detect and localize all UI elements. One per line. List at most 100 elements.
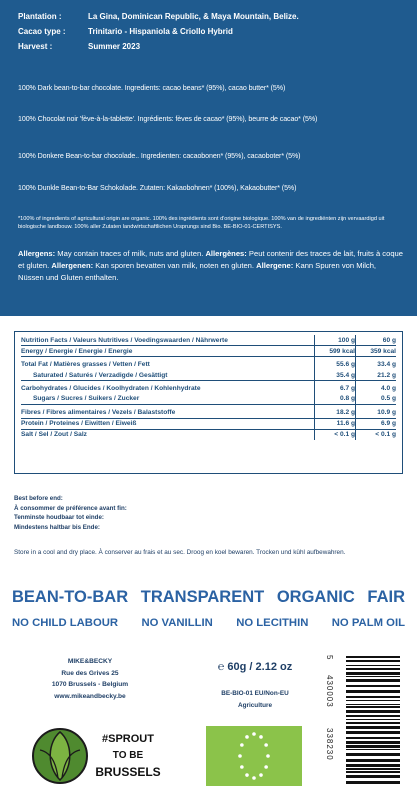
nutrient: Total Fat / Matières grasses / Vetten / …	[21, 356, 315, 370]
nutrient: Salt / Sel / Zout / Salz	[21, 428, 315, 440]
amount: < 0.1 g	[314, 428, 356, 440]
net-weight: ℮ 60g / 2.12 oz	[217, 661, 293, 673]
origin-value: Summer 2023	[88, 42, 141, 51]
bar	[346, 704, 400, 705]
organic-info: BE-BIO-01 EU/Non-EU Agriculture	[200, 688, 310, 712]
claim: TRANSPARENT	[140, 588, 265, 606]
claim: NO VANILLIN	[141, 617, 213, 629]
bar	[346, 741, 400, 744]
nutrition-table: Nutrition Facts / Valeurs Nutritives / V…	[14, 331, 403, 474]
amount: 21.2 g	[355, 369, 396, 381]
bar	[346, 768, 400, 770]
nutrient: Fibres / Fibres alimentaires / Vezels / …	[21, 403, 315, 419]
allergen-text: May contain traces of milk, nuts and glu…	[57, 249, 204, 258]
star	[240, 743, 244, 747]
nutrient: Saturated / Saturés / Verzadigde / Gesät…	[33, 371, 168, 379]
amount: 4.0 g	[355, 380, 396, 394]
amount: 33.4 g	[355, 356, 396, 370]
ingredients: 100% Donkere Bean-to-bar chocolade.. Ing…	[18, 152, 301, 160]
amount: 359 kcal	[355, 345, 396, 357]
sprout-logo: #SPROUT TO BE BRUSSELS	[32, 728, 161, 784]
storage: Store in a cool and dry place. À conserv…	[14, 549, 346, 556]
origin-row: Cacao type : Trinitario - Hispaniola & Cr…	[18, 27, 233, 36]
amount: 0.8 g	[314, 393, 356, 405]
bar	[346, 679, 400, 682]
amount: 11.6 g	[314, 417, 356, 430]
bar	[346, 710, 400, 713]
ingredients: 100% Chocolat noir 'fève-à-la-tablette'.…	[18, 115, 318, 123]
origin-value: La Gina, Dominican Republic, & Maya Moun…	[88, 12, 299, 21]
sprout-leaf	[49, 731, 71, 782]
nutrient: Carbohydrates / Glucides / Koolhydraten …	[21, 380, 315, 394]
bar	[346, 685, 400, 687]
bar	[346, 722, 400, 724]
bar	[346, 696, 400, 698]
eu-organic-logo	[206, 726, 302, 786]
bar	[346, 749, 400, 750]
claims-primary: BEAN-TO-BAR TRANSPARENT ORGANIC FAIR	[12, 588, 405, 607]
amount: 18.2 g	[314, 403, 356, 419]
best-before-line: Tenminste houdbaar tot einde:	[14, 514, 104, 521]
bar	[346, 690, 400, 693]
allergen-label: Allergene:	[256, 261, 294, 270]
allergen-label: Allergenen:	[51, 261, 94, 270]
organic-footnote: *100% of ingredients of agricultural ori…	[18, 216, 385, 230]
star	[259, 773, 263, 777]
nutrient: Sugars / Sucres / Suikers / Zucker	[33, 395, 140, 403]
bar	[346, 781, 400, 784]
amount: 10.9 g	[355, 403, 396, 419]
star	[264, 743, 268, 747]
bar	[346, 665, 400, 666]
amount: 599 kcal	[314, 345, 356, 357]
barcode-digits: 338230	[325, 728, 334, 761]
logo-text: TO BE	[113, 750, 144, 761]
bar	[346, 715, 400, 717]
logo-text: BRUSSELS	[95, 765, 160, 779]
allergen-text: Peut contenir des traces de lait, fruits…	[18, 249, 403, 270]
bar	[346, 668, 400, 670]
bar	[346, 737, 400, 739]
bar	[346, 764, 400, 767]
info-panel: Plantation : La Gina, Dominican Republic,…	[0, 0, 417, 316]
claim: NO CHILD LABOUR	[12, 617, 119, 629]
best-before-line: Mindestens haltbar bis Ende:	[14, 523, 100, 531]
ingredients: 100% Dunkle Bean-to-Bar Schokolade. Zuta…	[18, 184, 297, 192]
claim: BEAN-TO-BAR	[12, 588, 129, 606]
star	[245, 735, 249, 739]
amount: 55.6 g	[314, 356, 356, 370]
origin-row: Harvest : Summer 2023	[18, 42, 140, 51]
amount: 6.9 g	[355, 417, 396, 430]
bar	[346, 731, 400, 734]
header-cell: Nutrition Facts / Valeurs Nutritives / V…	[21, 336, 228, 344]
producer: MIKE&BECKY Rue des Grives 25 1070 Brusse…	[40, 656, 140, 702]
bar	[346, 775, 400, 778]
amount: < 0.1 g	[355, 428, 396, 440]
logo-text: #SPROUT	[102, 733, 154, 745]
star	[245, 773, 249, 777]
bar	[346, 700, 400, 701]
bar	[346, 759, 400, 762]
star	[264, 765, 268, 769]
bar	[346, 719, 400, 720]
allergens: Allergens: May contain traces of milk, n…	[18, 248, 403, 284]
star	[266, 754, 270, 758]
bar	[346, 771, 400, 773]
bar	[346, 706, 400, 708]
claim: FAIR	[367, 588, 405, 606]
star	[252, 732, 256, 736]
claim: NO LECITHIN	[236, 617, 309, 629]
sprout-vein	[39, 749, 81, 779]
ingredients: 100% Dark bean-to-bar chocolate. Ingredi…	[18, 84, 286, 92]
bar	[346, 656, 400, 658]
bar	[346, 753, 400, 756]
address-line: 1070 Brussels - Belgium	[51, 681, 129, 688]
logo-background	[206, 726, 302, 786]
organic-label: Agriculture	[237, 702, 273, 709]
star	[252, 776, 256, 780]
barcode-digits: 430003	[325, 675, 334, 708]
allergen-label: Allergens:	[18, 249, 56, 258]
allergen-text: Kann Spuren von Milch, Nüssen und Gluten…	[18, 261, 377, 282]
producer-name: MIKE&BECKY	[67, 658, 113, 665]
claim: ORGANIC	[276, 588, 355, 606]
